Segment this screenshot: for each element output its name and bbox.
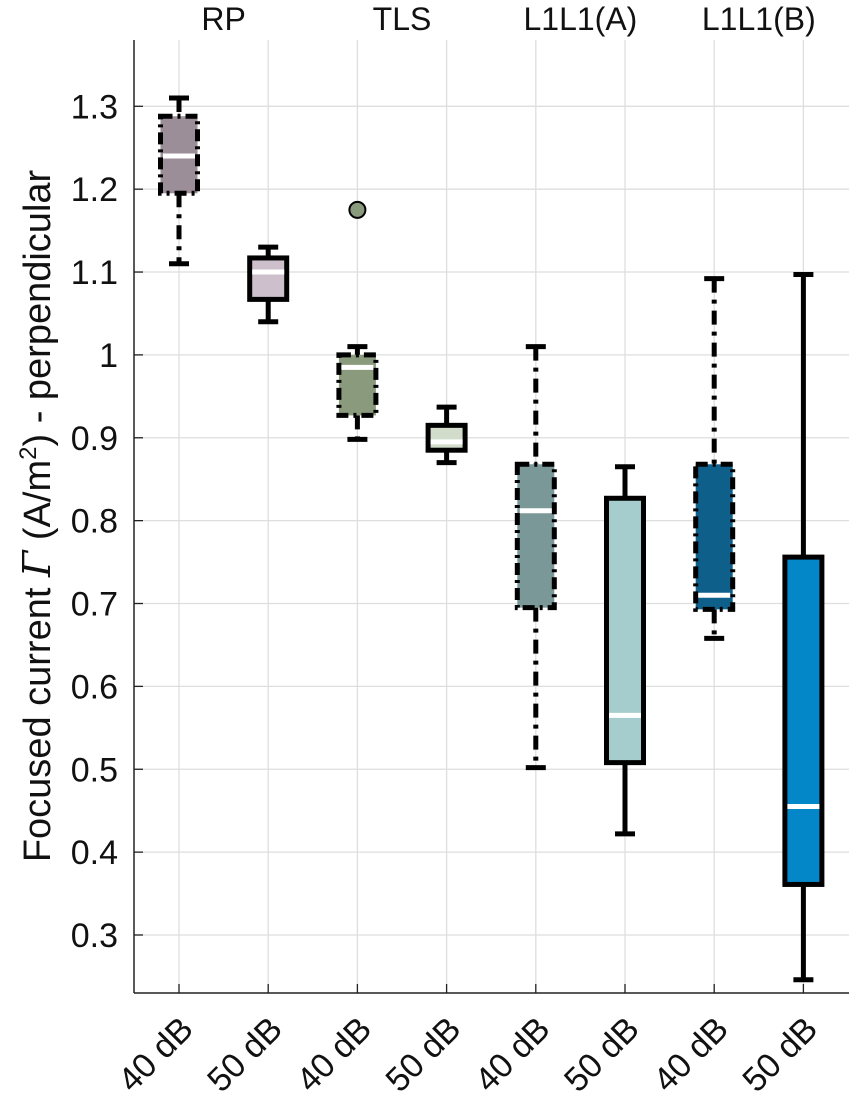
axes — [133, 40, 849, 994]
box-body — [604, 495, 646, 766]
group-labels: RP TLS L1L1(A) L1L1(B) — [201, 1, 815, 37]
box-body — [782, 554, 825, 887]
x-tick-label: 40 dB — [111, 1010, 201, 1100]
y-axis-label: Focused current Γ (A/m2) - perpendicular — [15, 169, 59, 862]
y-tick-label: 0.5 — [71, 751, 118, 789]
y-tick-label: 0.3 — [71, 917, 118, 955]
box-series — [158, 95, 825, 983]
group-label: TLS — [373, 1, 432, 37]
y-tick-label: 0.8 — [71, 503, 118, 541]
box-1 — [247, 244, 290, 325]
box-0 — [158, 95, 200, 267]
box-body — [425, 422, 468, 453]
x-tick-labels: 40 dB 50 dB 40 dB 50 dB 40 dB 50 dB 40 dB 50 dB — [111, 1010, 825, 1100]
y-axis-label-suffix: ) - perpendicular — [17, 169, 59, 446]
y-axis-label-superscript: 2 — [15, 447, 42, 460]
y-tick-label: 1.1 — [71, 254, 118, 292]
y-tick-label: 1 — [99, 337, 118, 375]
box-6 — [693, 276, 736, 641]
x-tick-label: 50 dB — [379, 1010, 469, 1100]
grid-lines — [134, 40, 849, 993]
y-axis-label-symbol: Γ — [15, 549, 59, 578]
group-label: RP — [201, 1, 245, 37]
y-tick-label: 0.4 — [71, 834, 118, 872]
y-tick-label: 0.6 — [71, 668, 118, 706]
box-5 — [604, 464, 646, 837]
x-tick-label: 50 dB — [735, 1010, 825, 1100]
outlier-point — [348, 200, 367, 219]
box-body — [514, 461, 557, 611]
box-4 — [514, 344, 557, 771]
y-axis-label-mid: (A/m — [17, 460, 59, 551]
group-label: L1L1(B) — [702, 1, 816, 37]
y-tick-label: 0.7 — [71, 586, 118, 624]
y-axis-label-prefix: Focused current — [17, 577, 59, 862]
x-tick-label: 50 dB — [557, 1010, 647, 1100]
x-tick-label: 50 dB — [200, 1010, 290, 1100]
group-label: L1L1(A) — [523, 1, 637, 37]
box-2 — [336, 200, 379, 442]
x-tick-label: 40 dB — [468, 1010, 558, 1100]
box-7 — [782, 272, 825, 983]
y-tick-label: 1.3 — [71, 88, 118, 126]
box-3 — [425, 404, 468, 466]
x-tick-label: 40 dB — [289, 1010, 379, 1100]
y-tick-label: 0.9 — [71, 420, 118, 458]
y-tick-labels: 0.3 0.4 0.5 0.6 0.7 0.8 0.9 1 1.1 1.2 1.3 — [71, 88, 118, 955]
x-tick-label: 40 dB — [646, 1010, 736, 1100]
box-body — [247, 255, 290, 302]
y-tick-label: 1.2 — [71, 171, 118, 209]
box-body — [336, 352, 379, 418]
box-body — [693, 461, 736, 612]
